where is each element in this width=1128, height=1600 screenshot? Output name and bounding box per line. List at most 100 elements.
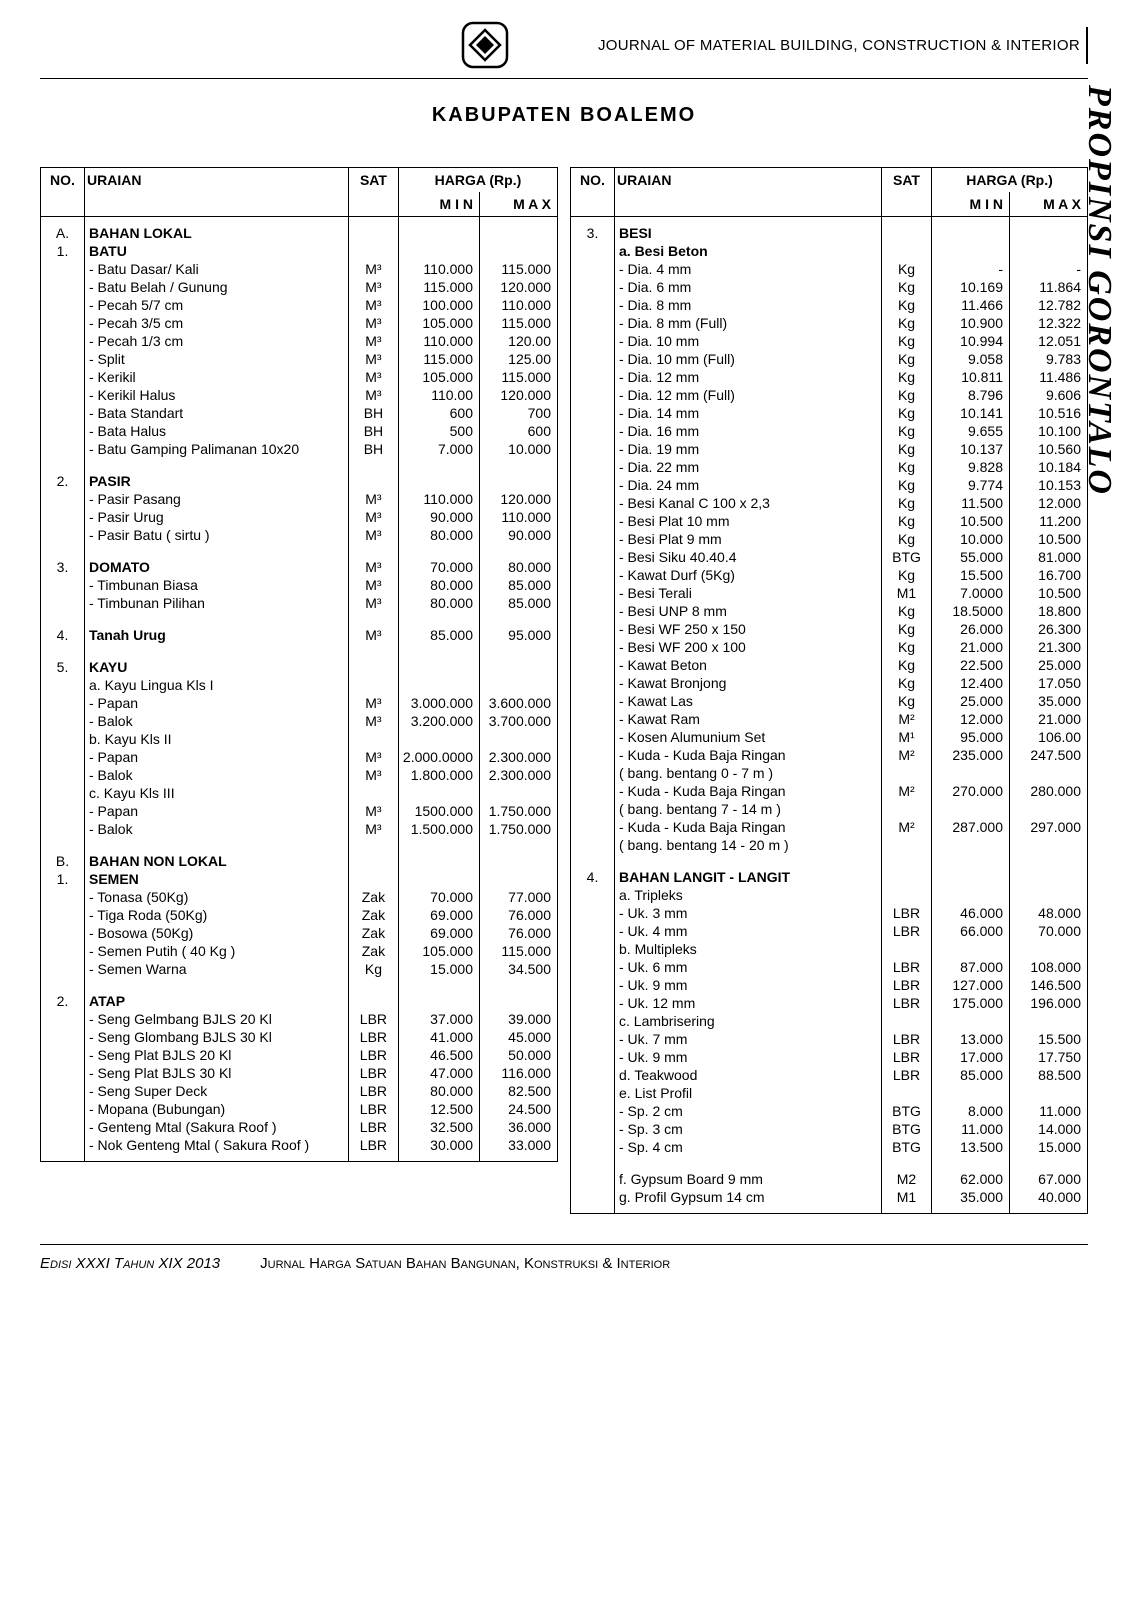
table-row: - Uk. 9 mmLBR17.00017.750 <box>571 1048 1088 1066</box>
table-row: - Dia. 10 mm (Full)Kg9.0589.783 <box>571 350 1088 368</box>
table-row: - Besi WF 250 x 150Kg26.00026.300 <box>571 620 1088 638</box>
table-row: 3.DOMATOM³70.00080.000 <box>41 558 558 576</box>
col-no: NO. <box>41 168 85 217</box>
table-row: g. Profil Gypsum 14 cmM135.00040.000 <box>571 1188 1088 1214</box>
col-sat: SAT <box>882 168 932 217</box>
table-row: - Uk. 3 mmLBR46.00048.000 <box>571 904 1088 922</box>
table-row: - Nok Genteng Mtal ( Sakura Roof )LBR30.… <box>41 1136 558 1162</box>
table-row: - Pasir PasangM³110.000120.000 <box>41 490 558 508</box>
table-row: - Sp. 3 cmBTG11.00014.000 <box>571 1120 1088 1138</box>
table-row: - Kerikil HalusM³110.00120.000 <box>41 386 558 404</box>
table-row: - SplitM³115.000125.00 <box>41 350 558 368</box>
table-row: ( bang. bentang 14 - 20 m ) <box>571 836 1088 854</box>
table-row: - Dia. 19 mmKg10.13710.560 <box>571 440 1088 458</box>
table-row <box>41 544 558 558</box>
table-row <box>571 854 1088 868</box>
table-row: - Pecah 3/5 cmM³105.000115.000 <box>41 314 558 332</box>
col-max: M A X <box>480 192 558 217</box>
table-row: f. Gypsum Board 9 mmM262.00067.000 <box>571 1170 1088 1188</box>
col-harga: HARGA (Rp.) <box>932 168 1088 193</box>
table-row: - Kawat BetonKg22.50025.000 <box>571 656 1088 674</box>
table-row: - Kuda - Kuda Baja RinganM²235.000247.50… <box>571 746 1088 764</box>
footer: Edisi XXXI Tahun XIX 2013 Jurnal Harga S… <box>40 1244 1088 1272</box>
table-row: - Seng Plat BJLS 20 KlLBR46.50050.000 <box>41 1046 558 1064</box>
table-row: - Seng Plat BJLS 30 KlLBR47.000116.000 <box>41 1064 558 1082</box>
table-row: 4.Tanah UrugM³85.00095.000 <box>41 626 558 644</box>
table-row: c. Kayu Kls III <box>41 784 558 802</box>
table-row: - Bata StandartBH600700 <box>41 404 558 422</box>
table-row: - Uk. 6 mmLBR87.000108.000 <box>571 958 1088 976</box>
price-tables: NO. URAIAN SAT HARGA (Rp.) M I N M A X A… <box>40 167 1088 1214</box>
table-row: - Pasir Batu ( sirtu )M³80.00090.000 <box>41 526 558 544</box>
table-row: A.BAHAN LOKAL <box>41 217 558 243</box>
table-row: - Kuda - Kuda Baja RinganM²287.000297.00… <box>571 818 1088 836</box>
table-row: - Kawat LasKg25.00035.000 <box>571 692 1088 710</box>
table-row: - Bosowa (50Kg)Zak69.00076.000 <box>41 924 558 942</box>
table-row <box>41 838 558 852</box>
table-row: - Seng Gelmbang BJLS 20 KlLBR37.00039.00… <box>41 1010 558 1028</box>
table-row: - Kuda - Kuda Baja RinganM²270.000280.00… <box>571 782 1088 800</box>
table-row: - PapanM³2.000.00002.300.000 <box>41 748 558 766</box>
table-row: - Batu Dasar/ KaliM³110.000115.000 <box>41 260 558 278</box>
col-sat: SAT <box>348 168 398 217</box>
table-row: - Dia. 10 mmKg10.99412.051 <box>571 332 1088 350</box>
table-row: 1.BATU <box>41 242 558 260</box>
table-row <box>571 1156 1088 1170</box>
table-row: - BalokM³1.500.0001.750.000 <box>41 820 558 838</box>
table-row: 4.BAHAN LANGIT - LANGIT <box>571 868 1088 886</box>
table-row: - Semen WarnaKg15.00034.500 <box>41 960 558 978</box>
table-row: 3.BESI <box>571 217 1088 243</box>
table-row: - Besi Plat 10 mmKg10.50011.200 <box>571 512 1088 530</box>
header: JOURNAL OF MATERIAL BUILDING, CONSTRUCTI… <box>40 20 1088 79</box>
footer-subtitle: Jurnal Harga Satuan Bahan Bangunan, Kons… <box>260 1255 670 1272</box>
table-row: - Uk. 12 mmLBR175.000196.000 <box>571 994 1088 1012</box>
table-row: B.BAHAN NON LOKAL <box>41 852 558 870</box>
price-table-right: NO. URAIAN SAT HARGA (Rp.) M I N M A X 3… <box>570 167 1088 1214</box>
table-row: - Tonasa (50Kg)Zak70.00077.000 <box>41 888 558 906</box>
logo-icon <box>460 20 510 70</box>
table-row: - Genteng Mtal (Sakura Roof )LBR32.50036… <box>41 1118 558 1136</box>
col-min: M I N <box>398 192 479 217</box>
table-row: - PapanM³1500.0001.750.000 <box>41 802 558 820</box>
table-row: - Dia. 12 mmKg10.81111.486 <box>571 368 1088 386</box>
table-row: a. Kayu Lingua Kls I <box>41 676 558 694</box>
table-row <box>41 612 558 626</box>
table-row: - Batu Gamping Palimanan 10x20BH7.00010.… <box>41 440 558 458</box>
table-row: c. Lambrisering <box>571 1012 1088 1030</box>
table-row: - Dia. 12 mm (Full)Kg8.7969.606 <box>571 386 1088 404</box>
table-row: - Dia. 4 mmKg-- <box>571 260 1088 278</box>
table-row: - Sp. 2 cmBTG8.00011.000 <box>571 1102 1088 1120</box>
table-row: - Timbunan BiasaM³80.00085.000 <box>41 576 558 594</box>
table-row: - Seng Super DeckLBR80.00082.500 <box>41 1082 558 1100</box>
page-title: KABUPATEN BOALEMO <box>40 104 1088 127</box>
table-row: - Besi WF 200 x 100Kg21.00021.300 <box>571 638 1088 656</box>
table-row: a. Besi Beton <box>571 242 1088 260</box>
table-row: 5.KAYU <box>41 658 558 676</box>
table-row <box>41 978 558 992</box>
table-row: ( bang. bentang 7 - 14 m ) <box>571 800 1088 818</box>
journal-title: JOURNAL OF MATERIAL BUILDING, CONSTRUCTI… <box>598 27 1088 64</box>
table-row: - PapanM³3.000.0003.600.000 <box>41 694 558 712</box>
table-row: - Kosen Alumunium SetM¹95.000106.00 <box>571 728 1088 746</box>
table-row: b. Kayu Kls II <box>41 730 558 748</box>
table-row: - Timbunan PilihanM³80.00085.000 <box>41 594 558 612</box>
table-row: - Mopana (Bubungan)LBR12.50024.500 <box>41 1100 558 1118</box>
table-row: - Besi Siku 40.40.4BTG55.00081.000 <box>571 548 1088 566</box>
table-row: a. Tripleks <box>571 886 1088 904</box>
table-row: - Uk. 4 mmLBR66.00070.000 <box>571 922 1088 940</box>
table-row: - Batu Belah / GunungM³115.000120.000 <box>41 278 558 296</box>
col-max: M A X <box>1010 192 1088 217</box>
table-row: - Dia. 6 mmKg10.16911.864 <box>571 278 1088 296</box>
col-uraian: URAIAN <box>85 168 349 217</box>
col-uraian: URAIAN <box>615 168 882 217</box>
table-row: - Bata HalusBH500600 <box>41 422 558 440</box>
table-row: - Besi Plat 9 mmKg10.00010.500 <box>571 530 1088 548</box>
table-row: - Pasir UrugM³90.000110.000 <box>41 508 558 526</box>
table-row: - Dia. 24 mmKg9.77410.153 <box>571 476 1088 494</box>
table-row <box>41 644 558 658</box>
table-row: - Besi UNP 8 mmKg18.500018.800 <box>571 602 1088 620</box>
table-row: - Semen Putih ( 40 Kg )Zak105.000115.000 <box>41 942 558 960</box>
table-row: - Besi TeraliM17.000010.500 <box>571 584 1088 602</box>
table-row: - Pecah 5/7 cmM³100.000110.000 <box>41 296 558 314</box>
col-harga: HARGA (Rp.) <box>398 168 557 193</box>
